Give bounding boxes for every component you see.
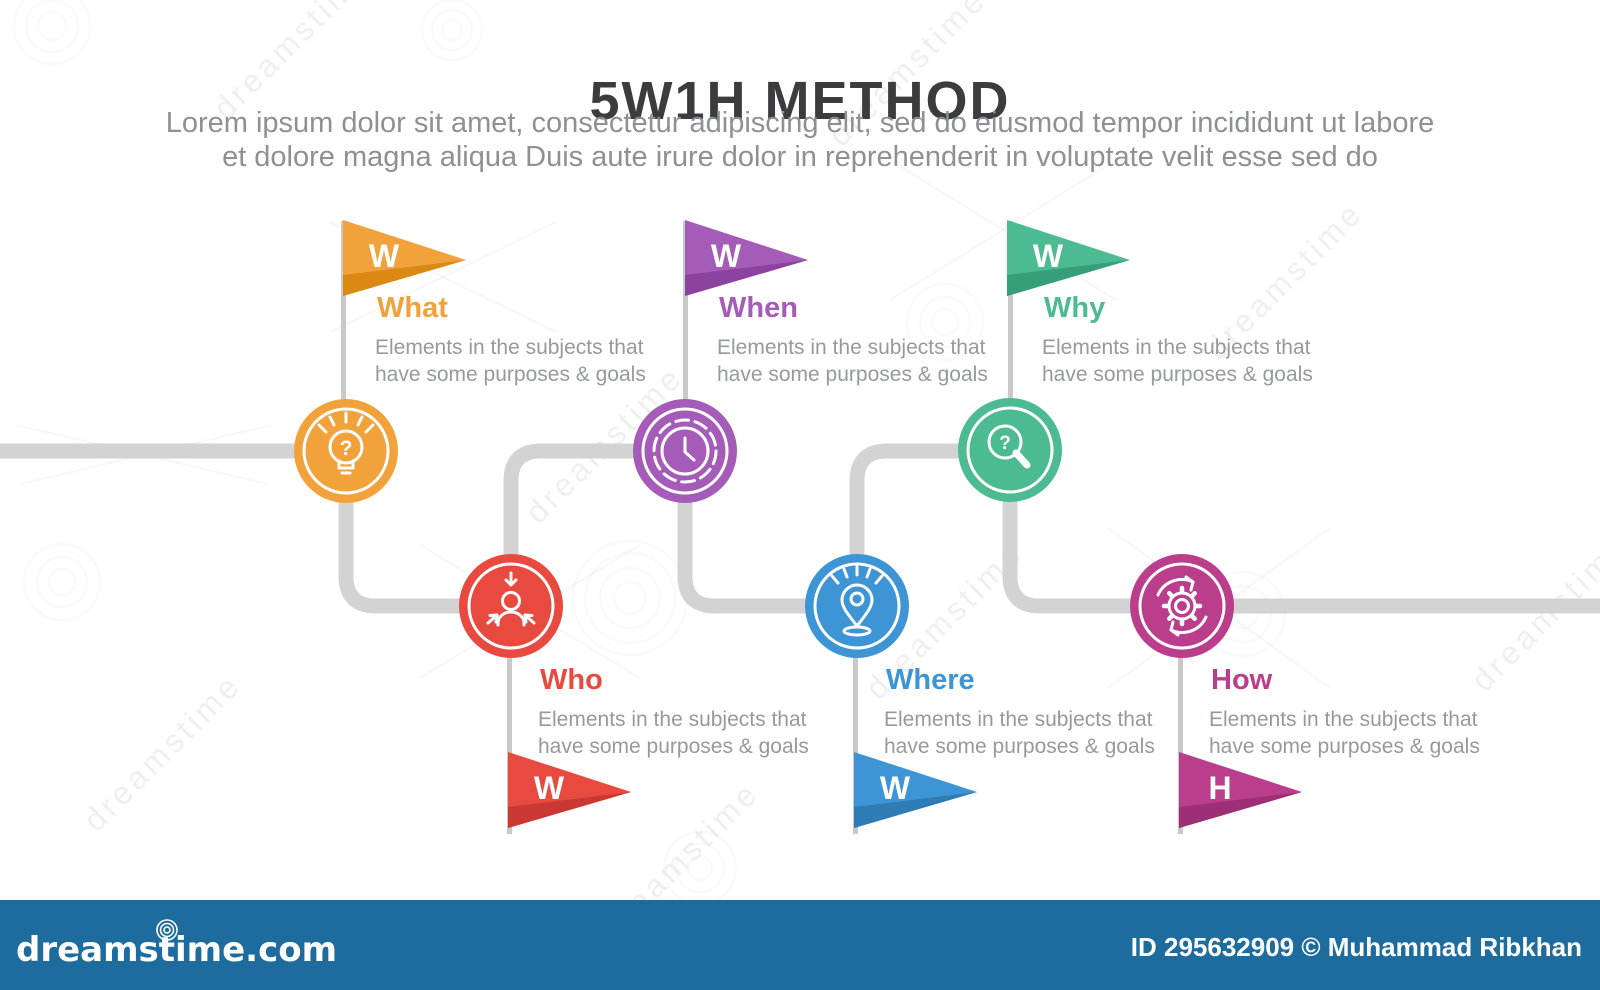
svg-text:?: ? [999,433,1011,454]
section-title: How [1211,664,1273,696]
flag-letter: W [710,238,742,274]
person-focus-icon [456,551,566,661]
logo-spiral-icon [156,919,178,941]
section-title: Where [886,664,975,696]
flag-pole [341,221,346,452]
section-description: Elements in the subjects that have some … [1042,336,1313,386]
section-description: Elements in the subjects that have some … [538,708,809,758]
what-flag: W [343,220,468,300]
where-flag: W [854,752,979,832]
svg-text:?: ? [340,437,353,460]
dreamstime-logo: dreamstime.com [16,930,338,970]
section-title: When [719,292,798,324]
gear-process-icon [1127,551,1237,661]
flag-letter: H [1208,770,1232,806]
flag-pole [1178,606,1183,834]
subtitle-line-2: et dolore magna aliqua Duis aute irure d… [222,141,1378,173]
flag-letter: W [368,238,400,274]
flag-pole [853,606,858,834]
location-pin-icon [802,551,912,661]
flag-pole [507,606,512,834]
lightbulb-question-icon: ? [291,396,401,506]
how-flag: H [1179,752,1304,832]
subtitle-line-1: Lorem ipsum dolor sit amet, consectetur … [165,107,1435,139]
section-description: Elements in the subjects that have some … [717,336,988,386]
section-title: Who [540,664,603,696]
flag-pole [1008,221,1013,451]
section-title: What [377,292,448,324]
section-description: Elements in the subjects that have some … [375,336,646,386]
clock-icon [630,396,740,506]
flag-pole [683,221,688,452]
section-description: Elements in the subjects that have some … [884,708,1155,758]
when-flag: W [685,220,810,300]
flag-letter: W [879,770,911,806]
section-title: Why [1044,292,1106,324]
flag-letter: W [1032,238,1064,274]
why-flag: W [1007,220,1132,300]
image-license-text: ID 295632909 © Muhammad Ribkhan [1130,932,1582,962]
page-title: 5W1H METHOD [589,71,1011,132]
who-flag: W [508,752,633,832]
section-description: Elements in the subjects that have some … [1209,708,1480,758]
page-subtitle: Lorem ipsum dolor sit amet, consectetur … [0,106,1600,174]
magnifier-question-icon: ? [955,395,1065,505]
watermark-footer-bar [0,900,1600,990]
flag-letter: W [533,770,565,806]
